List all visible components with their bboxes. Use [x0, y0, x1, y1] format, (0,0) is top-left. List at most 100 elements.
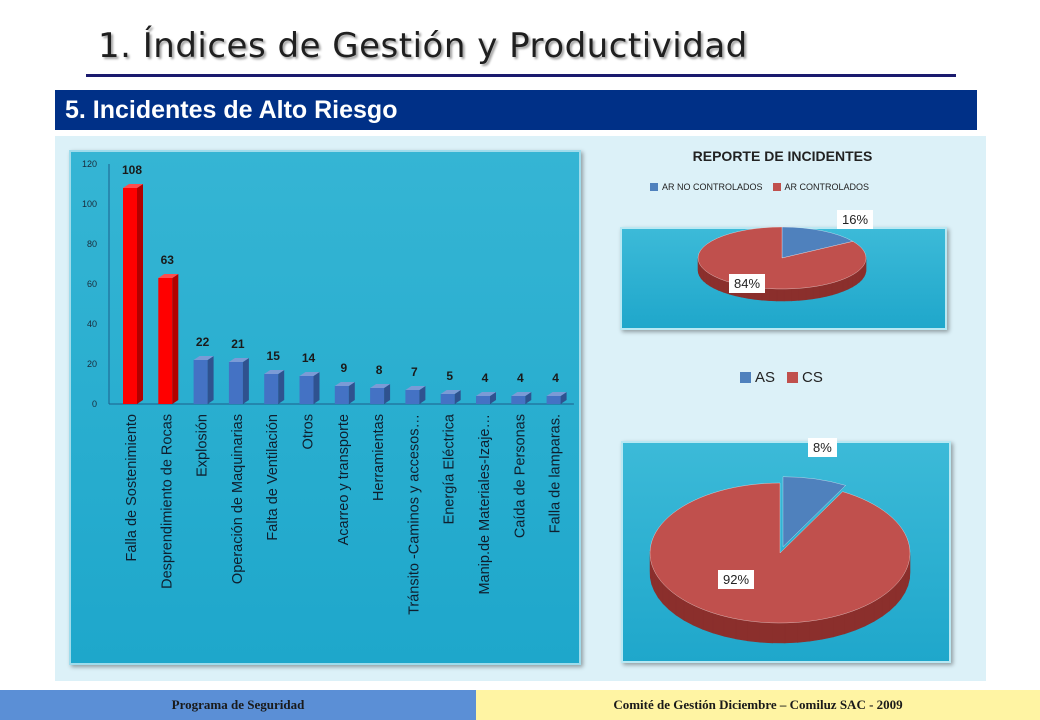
bar-top [228, 358, 249, 362]
category-label: Energía Eléctrica [442, 413, 458, 524]
bar [440, 390, 461, 404]
bar-face [405, 390, 420, 404]
bar-side [172, 274, 179, 404]
y-tick-label: 40 [87, 319, 97, 329]
bar [511, 392, 532, 404]
bar-side [313, 372, 320, 404]
title-underline [86, 74, 956, 77]
pie2-slice-side [649, 550, 911, 644]
footer-program: Programa de Seguridad [0, 690, 476, 720]
bar-top [511, 392, 532, 396]
section-banner: 5. Incidentes de Alto Riesgo [55, 90, 977, 130]
bar-value-label: 4 [482, 371, 489, 385]
pie1-legend: AR NO CONTROLADOS AR CONTROLADOS [650, 182, 869, 192]
bar [334, 382, 355, 404]
bar-face [440, 394, 455, 404]
bar-side [278, 370, 285, 404]
pie1-legend-item-1: AR NO CONTROLADOS [650, 182, 763, 192]
category-label: Operación de Maquinarias [230, 414, 246, 584]
pie2-slice [782, 476, 846, 548]
pie2-legend-item-1: AS [740, 369, 775, 386]
bar [158, 274, 179, 404]
category-label: Manip.de Materiales-Izaje… [477, 414, 493, 595]
bar-top [299, 372, 320, 376]
pie1-legend-label-1: AR NO CONTROLADOS [662, 182, 763, 192]
bar-value-label: 7 [411, 365, 418, 379]
bar-value-label: 8 [376, 363, 383, 377]
bar-value-label: 108 [122, 163, 142, 177]
bar [264, 370, 285, 404]
bar-top [440, 390, 461, 394]
pie2-label-blue: 8% [808, 438, 837, 457]
footer-committee: Comité de Gestión Diciembre – Comiluz SA… [476, 690, 1040, 720]
category-label: Falla de Sostenimiento [124, 414, 140, 562]
bar [228, 358, 249, 404]
bar-value-label: 5 [446, 369, 453, 383]
pie1-slice [781, 226, 854, 259]
bar-side [207, 356, 214, 404]
bar-face [193, 360, 208, 404]
pie2-legend-label-1: AS [755, 369, 776, 386]
pie1-label-blue: 16% [837, 210, 874, 229]
pie1-title: REPORTE DE INCIDENTES [692, 148, 873, 164]
pie1-legend-label-2: AR CONTROLADOS [784, 182, 870, 192]
bar-face [158, 278, 173, 404]
y-tick-label: 20 [87, 359, 97, 369]
category-label: Acarreo y transporte [336, 414, 352, 545]
category-label: Herramientas [371, 414, 387, 501]
bar-top [546, 392, 567, 396]
category-label: Falla de lamparas. [548, 414, 564, 533]
bar-top [476, 392, 496, 396]
bar-value-label: 14 [302, 351, 316, 365]
bar-value-label: 63 [161, 253, 175, 267]
bar-face [228, 362, 243, 404]
category-label: Falta de Ventilación [265, 414, 281, 541]
bar-value-label: 4 [517, 371, 524, 385]
bar-face [264, 374, 279, 404]
bar-side [242, 358, 249, 404]
bar-top [264, 370, 285, 374]
category-label: Otros [301, 414, 317, 449]
pie2-label-red: 92% [718, 570, 755, 589]
bar-value-label: 21 [231, 337, 245, 351]
bar [546, 392, 567, 404]
bar-face [476, 396, 490, 404]
bar-top [370, 384, 391, 388]
pie2-legend: AS CS [740, 369, 823, 386]
bar-top [405, 386, 426, 390]
bar [476, 392, 496, 404]
bar [123, 184, 143, 404]
bar [370, 384, 391, 404]
y-tick-label: 0 [92, 399, 97, 409]
y-tick-label: 80 [87, 239, 97, 249]
bar-face [334, 386, 349, 404]
category-label: Explosión [195, 414, 211, 477]
category-label: Desprendimiento de Rocas [159, 414, 175, 589]
bar [299, 372, 320, 404]
pie2-legend-item-2: CS [787, 369, 823, 386]
pie2-chart [649, 476, 911, 644]
bar-side [348, 382, 355, 404]
bar-top [334, 382, 355, 386]
bar-face [511, 396, 526, 404]
category-label: Tránsito -Caminos y accesos… [406, 414, 422, 615]
bar-top [158, 274, 179, 278]
y-tick-label: 100 [82, 199, 97, 209]
y-tick-label: 60 [87, 279, 97, 289]
bar-chart-panel [69, 150, 581, 665]
bar-face [546, 396, 561, 404]
bar-top [123, 184, 143, 188]
bar-face [299, 376, 314, 404]
pie2-slice [649, 482, 911, 624]
category-label: Caída de Personas [512, 414, 528, 538]
bar-side [454, 390, 461, 404]
pie1-legend-item-2: AR CONTROLADOS [772, 182, 870, 192]
bar-value-label: 4 [552, 371, 559, 385]
y-tick-label: 120 [82, 159, 97, 169]
bar-side [137, 184, 143, 404]
bar [405, 386, 426, 404]
bar-side [384, 384, 391, 404]
bar-value-label: 15 [267, 349, 281, 363]
bar-value-label: 9 [340, 361, 347, 375]
bar-side [419, 386, 426, 404]
